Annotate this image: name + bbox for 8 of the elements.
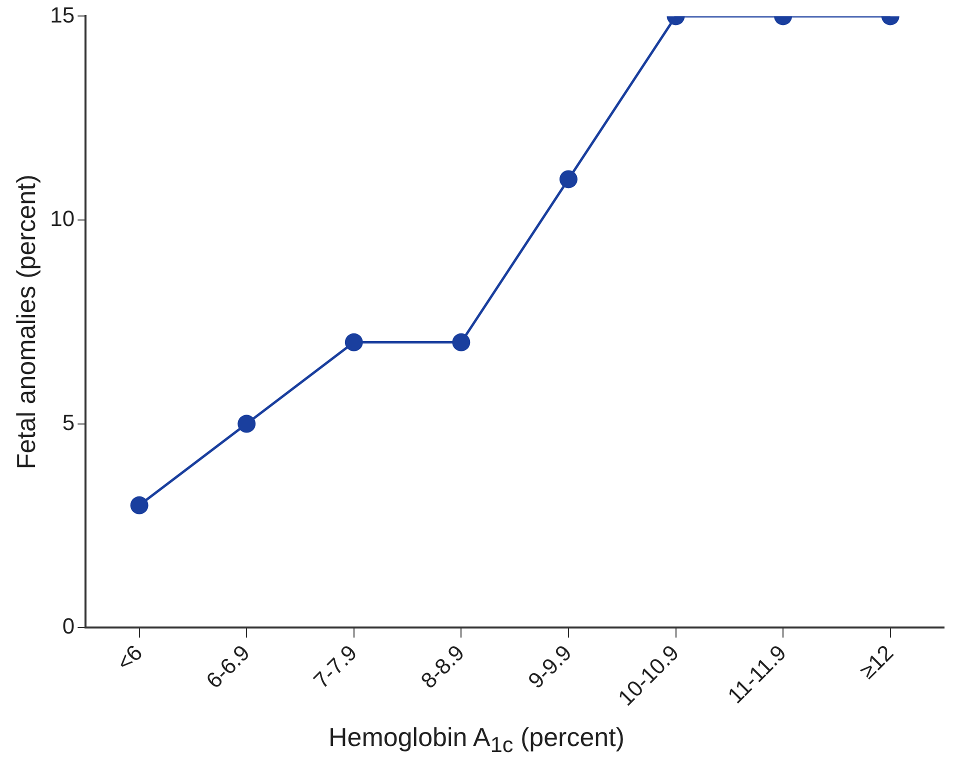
y-tick-label: 0 xyxy=(62,614,75,639)
y-tick-label: 15 xyxy=(50,2,75,28)
x-tick-label: <6 xyxy=(112,640,148,676)
y-tick-label: 5 xyxy=(62,410,75,435)
x-tick-label: ≥12 xyxy=(854,640,898,684)
y-axis-title: Fetal anomalies (percent) xyxy=(10,174,41,470)
x-axis-title: Hemoglobin A$_{1c}$ (percent) xyxy=(327,722,626,758)
y-tick-label: 10 xyxy=(50,206,75,232)
